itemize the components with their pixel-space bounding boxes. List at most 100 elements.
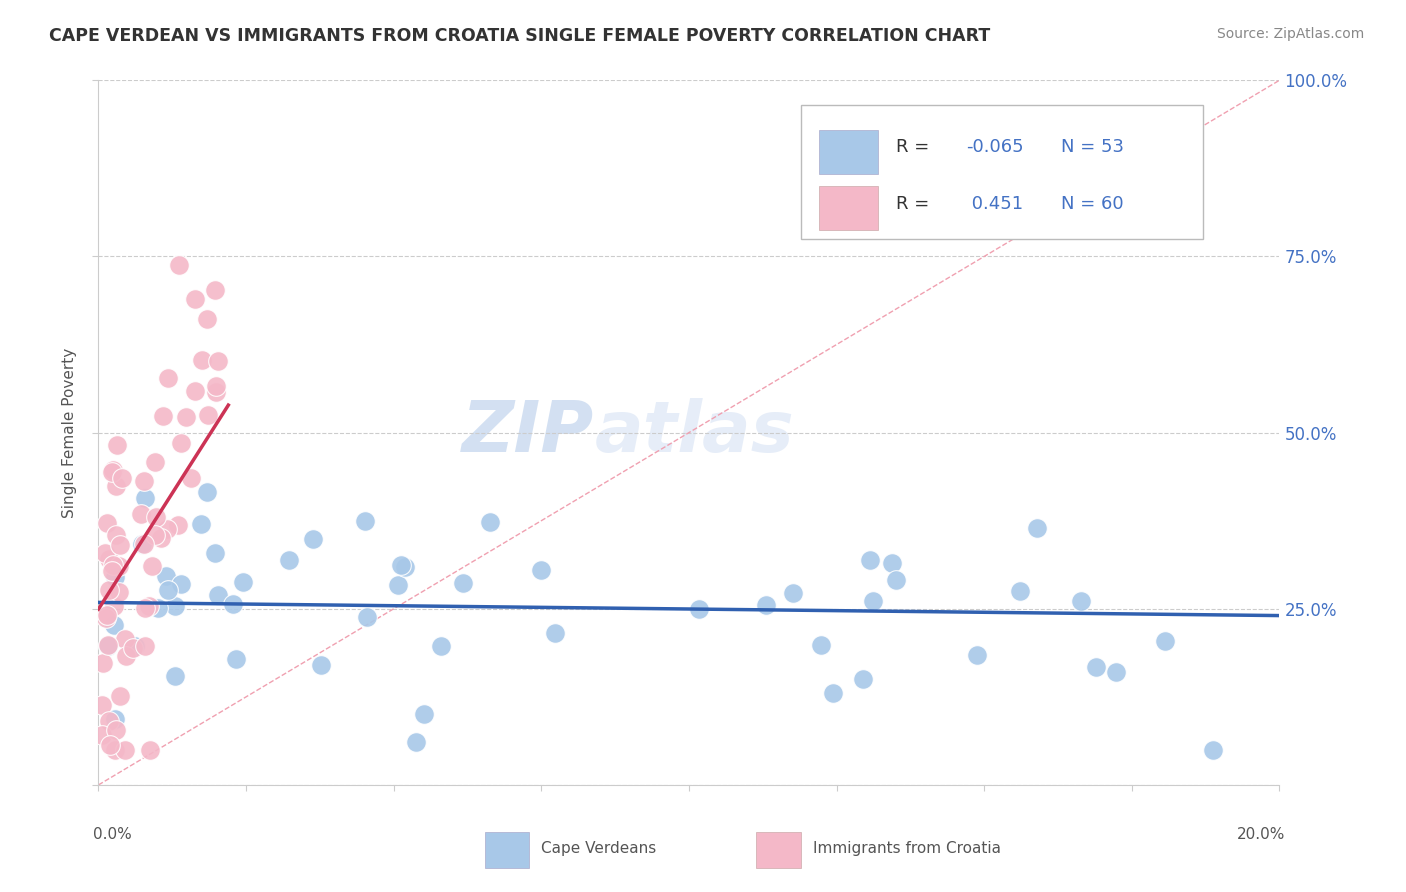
Point: [104, 712, 127, 726]
Point: [156, 370, 179, 384]
Text: R =: R =: [896, 194, 935, 212]
Point: [413, 707, 436, 722]
Point: [96, 516, 118, 530]
Point: [108, 689, 131, 703]
Point: [97, 638, 120, 652]
Point: [152, 409, 174, 423]
FancyBboxPatch shape: [818, 186, 877, 230]
Point: [104, 742, 127, 756]
Point: [148, 601, 170, 615]
Text: Immigrants from Croatia: Immigrants from Croatia: [813, 841, 1001, 856]
FancyBboxPatch shape: [818, 130, 877, 174]
Point: [101, 462, 124, 476]
Point: [180, 471, 202, 485]
Point: [134, 491, 156, 505]
Point: [134, 600, 156, 615]
Text: N = 60: N = 60: [1062, 194, 1123, 212]
Point: [278, 553, 301, 567]
Point: [132, 475, 155, 489]
Point: [155, 522, 177, 536]
Point: [108, 538, 131, 552]
Point: [141, 559, 163, 574]
Text: N = 53: N = 53: [1062, 138, 1123, 156]
Text: Source: ZipAtlas.com: Source: ZipAtlas.com: [1216, 27, 1364, 41]
Point: [782, 586, 804, 600]
Point: [543, 626, 565, 640]
Point: [387, 578, 409, 592]
Point: [122, 641, 145, 656]
Point: [138, 599, 160, 613]
Point: [478, 515, 501, 529]
Point: [862, 594, 884, 608]
Point: [823, 685, 845, 699]
Point: [169, 577, 191, 591]
Point: [1202, 742, 1225, 756]
Text: ZIP: ZIP: [463, 398, 595, 467]
Point: [143, 455, 166, 469]
Point: [129, 507, 152, 521]
Point: [145, 510, 167, 524]
Point: [103, 599, 125, 613]
Point: [94, 611, 117, 625]
Text: 0.0%: 0.0%: [93, 827, 131, 842]
Point: [111, 471, 134, 485]
Y-axis label: Single Female Poverty: Single Female Poverty: [62, 348, 77, 517]
Point: [810, 639, 832, 653]
Point: [124, 639, 146, 653]
Point: [207, 588, 229, 602]
Point: [98, 551, 121, 566]
Point: [394, 559, 416, 574]
Point: [204, 283, 226, 297]
Point: [167, 517, 190, 532]
Point: [174, 410, 197, 425]
Point: [190, 517, 212, 532]
Point: [389, 558, 412, 573]
Point: [354, 514, 377, 528]
Point: [205, 385, 228, 400]
Point: [103, 618, 125, 632]
Point: [139, 742, 162, 756]
Point: [107, 585, 129, 599]
FancyBboxPatch shape: [756, 832, 801, 868]
Point: [143, 528, 166, 542]
Point: [356, 609, 378, 624]
Point: [108, 559, 131, 574]
Point: [103, 570, 125, 584]
Point: [453, 575, 475, 590]
Point: [91, 657, 114, 671]
Point: [101, 558, 124, 573]
Point: [1104, 665, 1126, 679]
Point: [195, 311, 218, 326]
Point: [184, 292, 207, 306]
Point: [97, 639, 120, 653]
Point: [197, 408, 219, 422]
Point: [301, 533, 323, 547]
Text: atlas: atlas: [595, 398, 794, 467]
Point: [98, 738, 121, 752]
Point: [1010, 584, 1032, 599]
Point: [430, 639, 453, 653]
Point: [134, 639, 156, 653]
Point: [91, 728, 114, 742]
Point: [105, 479, 128, 493]
Point: [1085, 660, 1108, 674]
Point: [167, 258, 190, 272]
FancyBboxPatch shape: [801, 105, 1202, 239]
Point: [195, 484, 218, 499]
Point: [104, 723, 127, 738]
Point: [225, 652, 247, 666]
Text: 20.0%: 20.0%: [1237, 827, 1285, 842]
Point: [309, 657, 332, 672]
Point: [204, 547, 226, 561]
Point: [165, 599, 187, 613]
Point: [157, 582, 180, 597]
Point: [170, 435, 193, 450]
Point: [530, 562, 553, 576]
Point: [131, 536, 153, 550]
Point: [688, 602, 710, 616]
Point: [232, 575, 254, 590]
Point: [134, 537, 156, 551]
Point: [100, 565, 122, 579]
Point: [165, 669, 187, 683]
Point: [184, 384, 207, 398]
